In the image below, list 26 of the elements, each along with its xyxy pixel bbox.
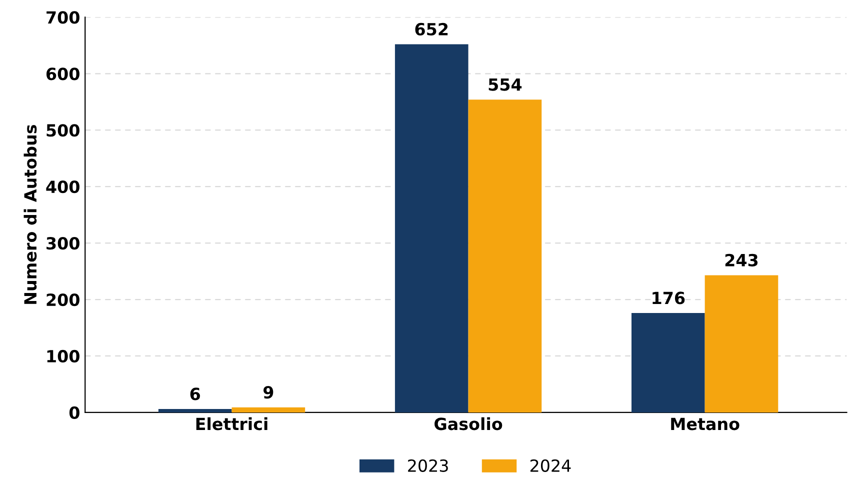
bar — [468, 100, 542, 412]
data-label: 6 — [190, 388, 200, 400]
legend-label: 2024 — [530, 459, 571, 472]
legend-label: 2023 — [408, 459, 448, 472]
bar — [704, 275, 778, 412]
data-label: 554 — [488, 78, 522, 91]
bar — [394, 44, 468, 412]
y-tick-label: 400 — [46, 180, 80, 194]
bar — [158, 409, 232, 412]
y-tick-label: 600 — [46, 68, 80, 80]
data-label: 243 — [725, 254, 758, 266]
bar — [232, 407, 306, 412]
y-tick-label: 0 — [69, 406, 80, 420]
data-label: 176 — [652, 292, 685, 304]
y-tick-label: 200 — [46, 293, 80, 306]
y-tick-label: 500 — [46, 124, 80, 137]
x-tick-label: Metano — [671, 418, 740, 430]
y-tick-label: 700 — [46, 11, 80, 24]
y-tick-label: 100 — [47, 350, 80, 363]
bar — [632, 313, 705, 412]
x-tick-label: Elettrici — [196, 417, 268, 430]
y-tick-label: 300 — [46, 237, 80, 250]
data-label: 652 — [415, 22, 448, 36]
x-tick-label: Gasolio — [434, 417, 502, 430]
y-axis-title: Numero di Autobus — [24, 124, 37, 304]
data-label: 9 — [263, 386, 274, 399]
